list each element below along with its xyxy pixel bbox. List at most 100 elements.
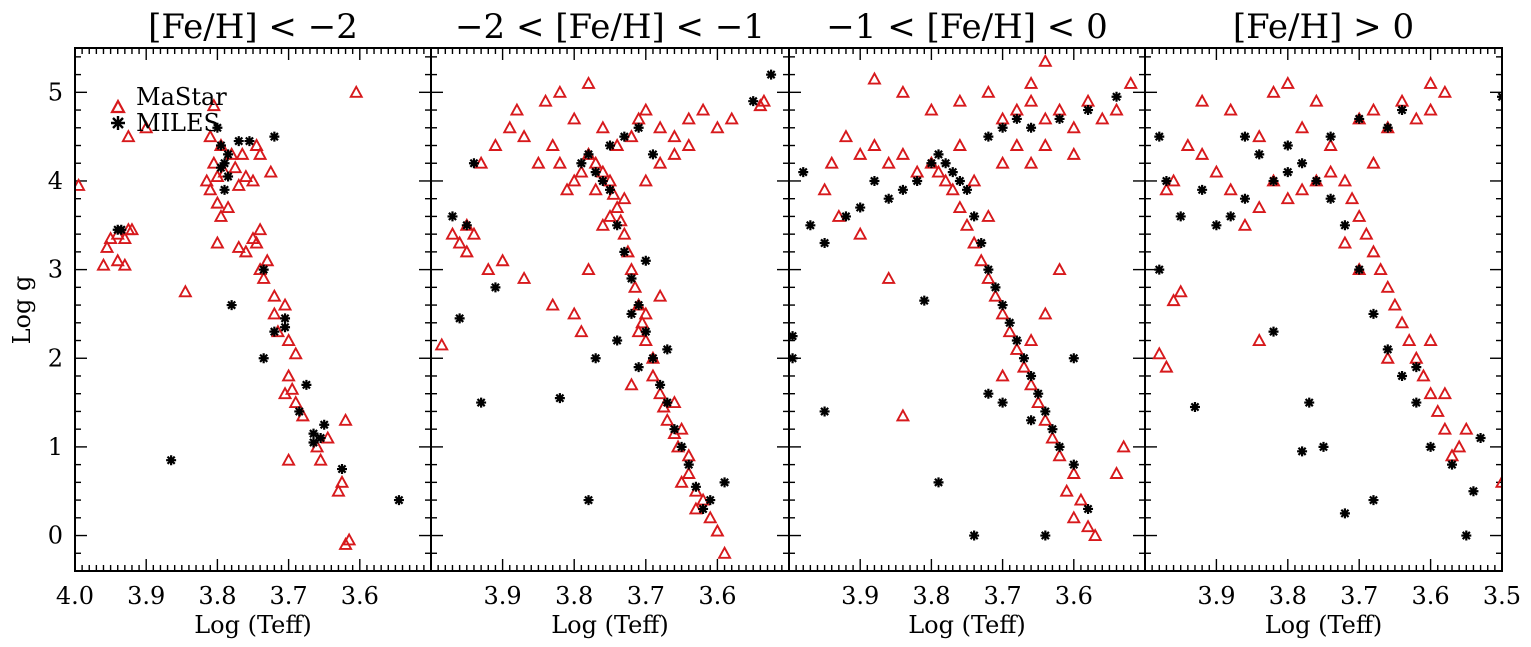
mastar-point [910, 164, 925, 178]
mastar-point [1209, 164, 1224, 178]
mastar-point [981, 271, 996, 284]
mastar-point [952, 138, 967, 151]
mastar-point [1023, 155, 1039, 169]
panel-title: [Fe/H] > 0 [1233, 7, 1414, 47]
miles-point [669, 424, 680, 435]
mastar-point [1394, 315, 1410, 329]
mastar-point [338, 412, 353, 426]
miles-point [215, 162, 226, 173]
miles-point [1354, 264, 1365, 275]
mastar-point [1402, 333, 1417, 346]
mastar-point [1009, 102, 1024, 116]
miles-point [1368, 495, 1379, 506]
miles-point [976, 238, 987, 249]
legend-mastar-label: MaStar [136, 83, 227, 111]
mastar-point [253, 222, 268, 236]
miles-point [454, 313, 465, 324]
mastar-point [1494, 474, 1502, 488]
miles-point [1325, 131, 1336, 142]
mastar-point [595, 120, 610, 134]
mastar-point [653, 288, 668, 302]
miles-point [1161, 175, 1172, 186]
miles-point [1026, 122, 1037, 133]
miles-point [912, 175, 923, 186]
mastar-point [1166, 293, 1181, 307]
x-tick-label: 3.9 [841, 582, 879, 610]
mastar-point [653, 120, 668, 134]
mastar-point [1423, 333, 1438, 346]
miles-point [655, 379, 666, 390]
mastar-point [545, 297, 560, 311]
mastar-point [1380, 350, 1395, 364]
mastar-point [1323, 164, 1338, 178]
miles-point [1425, 441, 1436, 452]
miles-point [633, 362, 644, 373]
miles-point [789, 353, 798, 364]
mastar-point [1009, 341, 1024, 355]
mastar-point [1294, 182, 1310, 196]
miles-point [997, 397, 1008, 408]
mastar-point [1023, 93, 1039, 107]
mastar-point [281, 452, 296, 466]
mastar-point [1366, 102, 1381, 116]
miles-point [576, 158, 587, 169]
miles-point [301, 379, 312, 390]
mastar-point [1038, 53, 1053, 67]
mastar-point [99, 239, 115, 253]
mastar-point [516, 271, 532, 284]
miles-point [605, 140, 615, 151]
mastar-point [124, 222, 140, 236]
miles-point [647, 149, 658, 160]
miles-point [1040, 406, 1051, 417]
miles-point [258, 353, 269, 364]
miles-point [612, 220, 623, 231]
mastar-point [121, 129, 136, 143]
mastar-point [1430, 403, 1445, 417]
x-tick-label: 3.8 [1269, 582, 1307, 610]
x-tick-label: 3.7 [627, 582, 665, 610]
mastar-point [674, 474, 689, 488]
miles-point [244, 136, 255, 147]
mastar-point [1423, 75, 1438, 89]
mastar-point [231, 177, 246, 191]
mastar-point [1059, 483, 1074, 497]
x-axis-label: Log (Teff) [1265, 611, 1383, 639]
x-tick-label: 4.0 [56, 582, 94, 610]
y-axis-label: Log g [8, 276, 36, 345]
mastar-point [545, 138, 560, 151]
mastar-point [203, 129, 218, 143]
mastar-point [703, 510, 718, 524]
miles-point [1354, 113, 1365, 124]
miles-point [969, 211, 980, 222]
mastar-point [931, 164, 946, 178]
mastar-point [967, 173, 982, 187]
miles-point [1054, 113, 1065, 124]
miles-point [1004, 317, 1015, 328]
mastar-point [724, 111, 739, 125]
miles-point [1225, 211, 1236, 222]
miles-point [883, 193, 894, 204]
miles-point [1282, 167, 1293, 178]
mastar-point [667, 129, 682, 143]
mastar-point [853, 226, 868, 240]
mastar-point [1023, 377, 1039, 391]
mastar-point [331, 483, 346, 497]
miles-point [1475, 433, 1486, 444]
mastar-point [1437, 421, 1452, 435]
mastar-point [617, 191, 632, 205]
miles-point [1339, 508, 1350, 519]
legend-miles-marker [111, 116, 125, 130]
mastar-point [502, 120, 517, 134]
x-axis-label: Log (Teff) [908, 611, 1026, 639]
mastar-point [1031, 395, 1046, 409]
miles-point [983, 264, 994, 275]
mastar-point [509, 102, 525, 116]
miles-point [269, 326, 280, 337]
miles-point [1154, 131, 1165, 142]
mastar-point [638, 102, 653, 116]
mastar-point [495, 253, 510, 267]
mastar-point [995, 368, 1010, 382]
mastar-point [681, 111, 696, 125]
mastar-point [1294, 120, 1310, 134]
miles-point [212, 122, 223, 133]
